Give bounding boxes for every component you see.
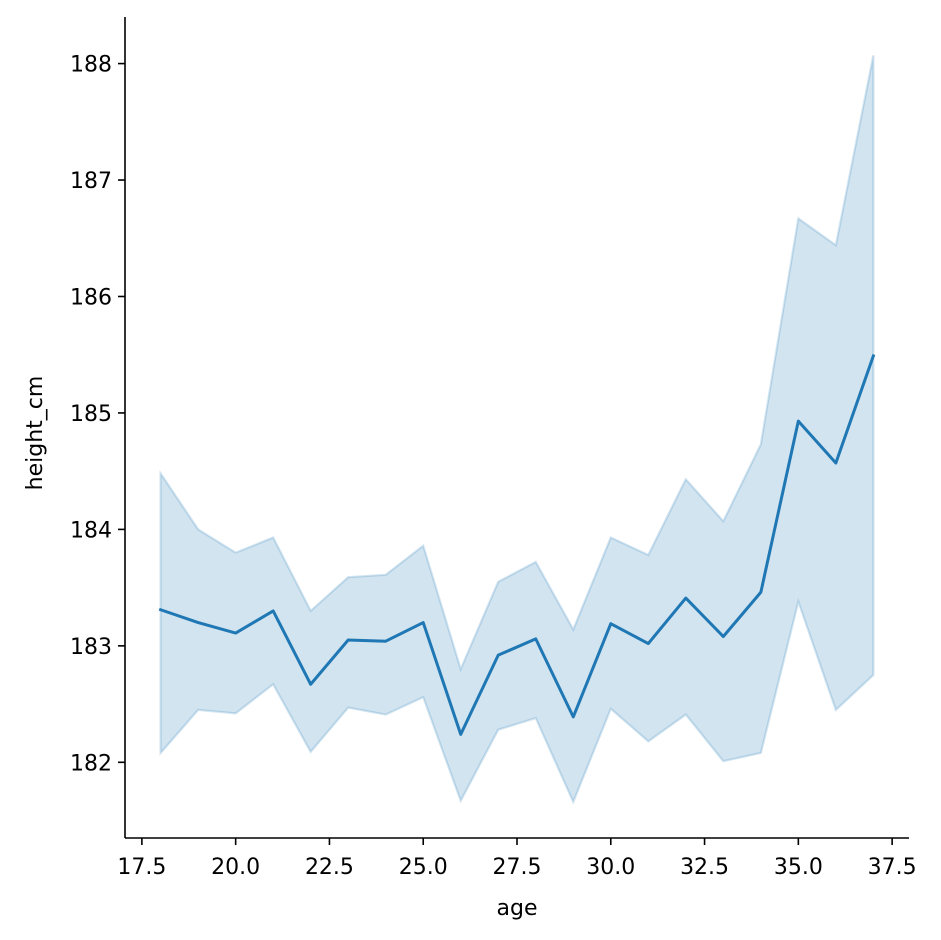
x-tick-label: 25.0 [399, 855, 448, 880]
y-tick-label: 186 [70, 285, 112, 310]
x-tick-label: 22.5 [305, 855, 354, 880]
y-tick-label: 187 [70, 169, 112, 194]
y-ticks: 182 183 184 185 186 187 188 [70, 53, 125, 776]
y-tick-label: 183 [70, 635, 112, 660]
series-line-layer [158, 353, 876, 736]
confidence-band [159, 55, 875, 805]
x-tick-label: 35.0 [774, 855, 823, 880]
y-axis-title: height_cm [23, 376, 48, 491]
y-tick-label: 185 [70, 402, 112, 427]
x-tick-label: 32.5 [680, 855, 729, 880]
y-tick-label: 184 [70, 518, 112, 543]
x-tick-label: 20.0 [211, 855, 260, 880]
y-tick-label: 182 [70, 751, 112, 776]
x-tick-label: 37.5 [868, 855, 917, 880]
x-axis-title: age [497, 896, 538, 921]
mean-line [158, 353, 876, 736]
x-tick-label: 17.5 [117, 855, 166, 880]
x-tick-label: 30.0 [586, 855, 635, 880]
x-ticks: 17.5 20.0 22.5 25.0 27.5 30.0 32.5 35.0 37.5 [117, 838, 917, 880]
confidence-band-layer [159, 55, 875, 805]
y-tick-label: 188 [70, 53, 112, 78]
x-tick-label: 27.5 [493, 855, 542, 880]
